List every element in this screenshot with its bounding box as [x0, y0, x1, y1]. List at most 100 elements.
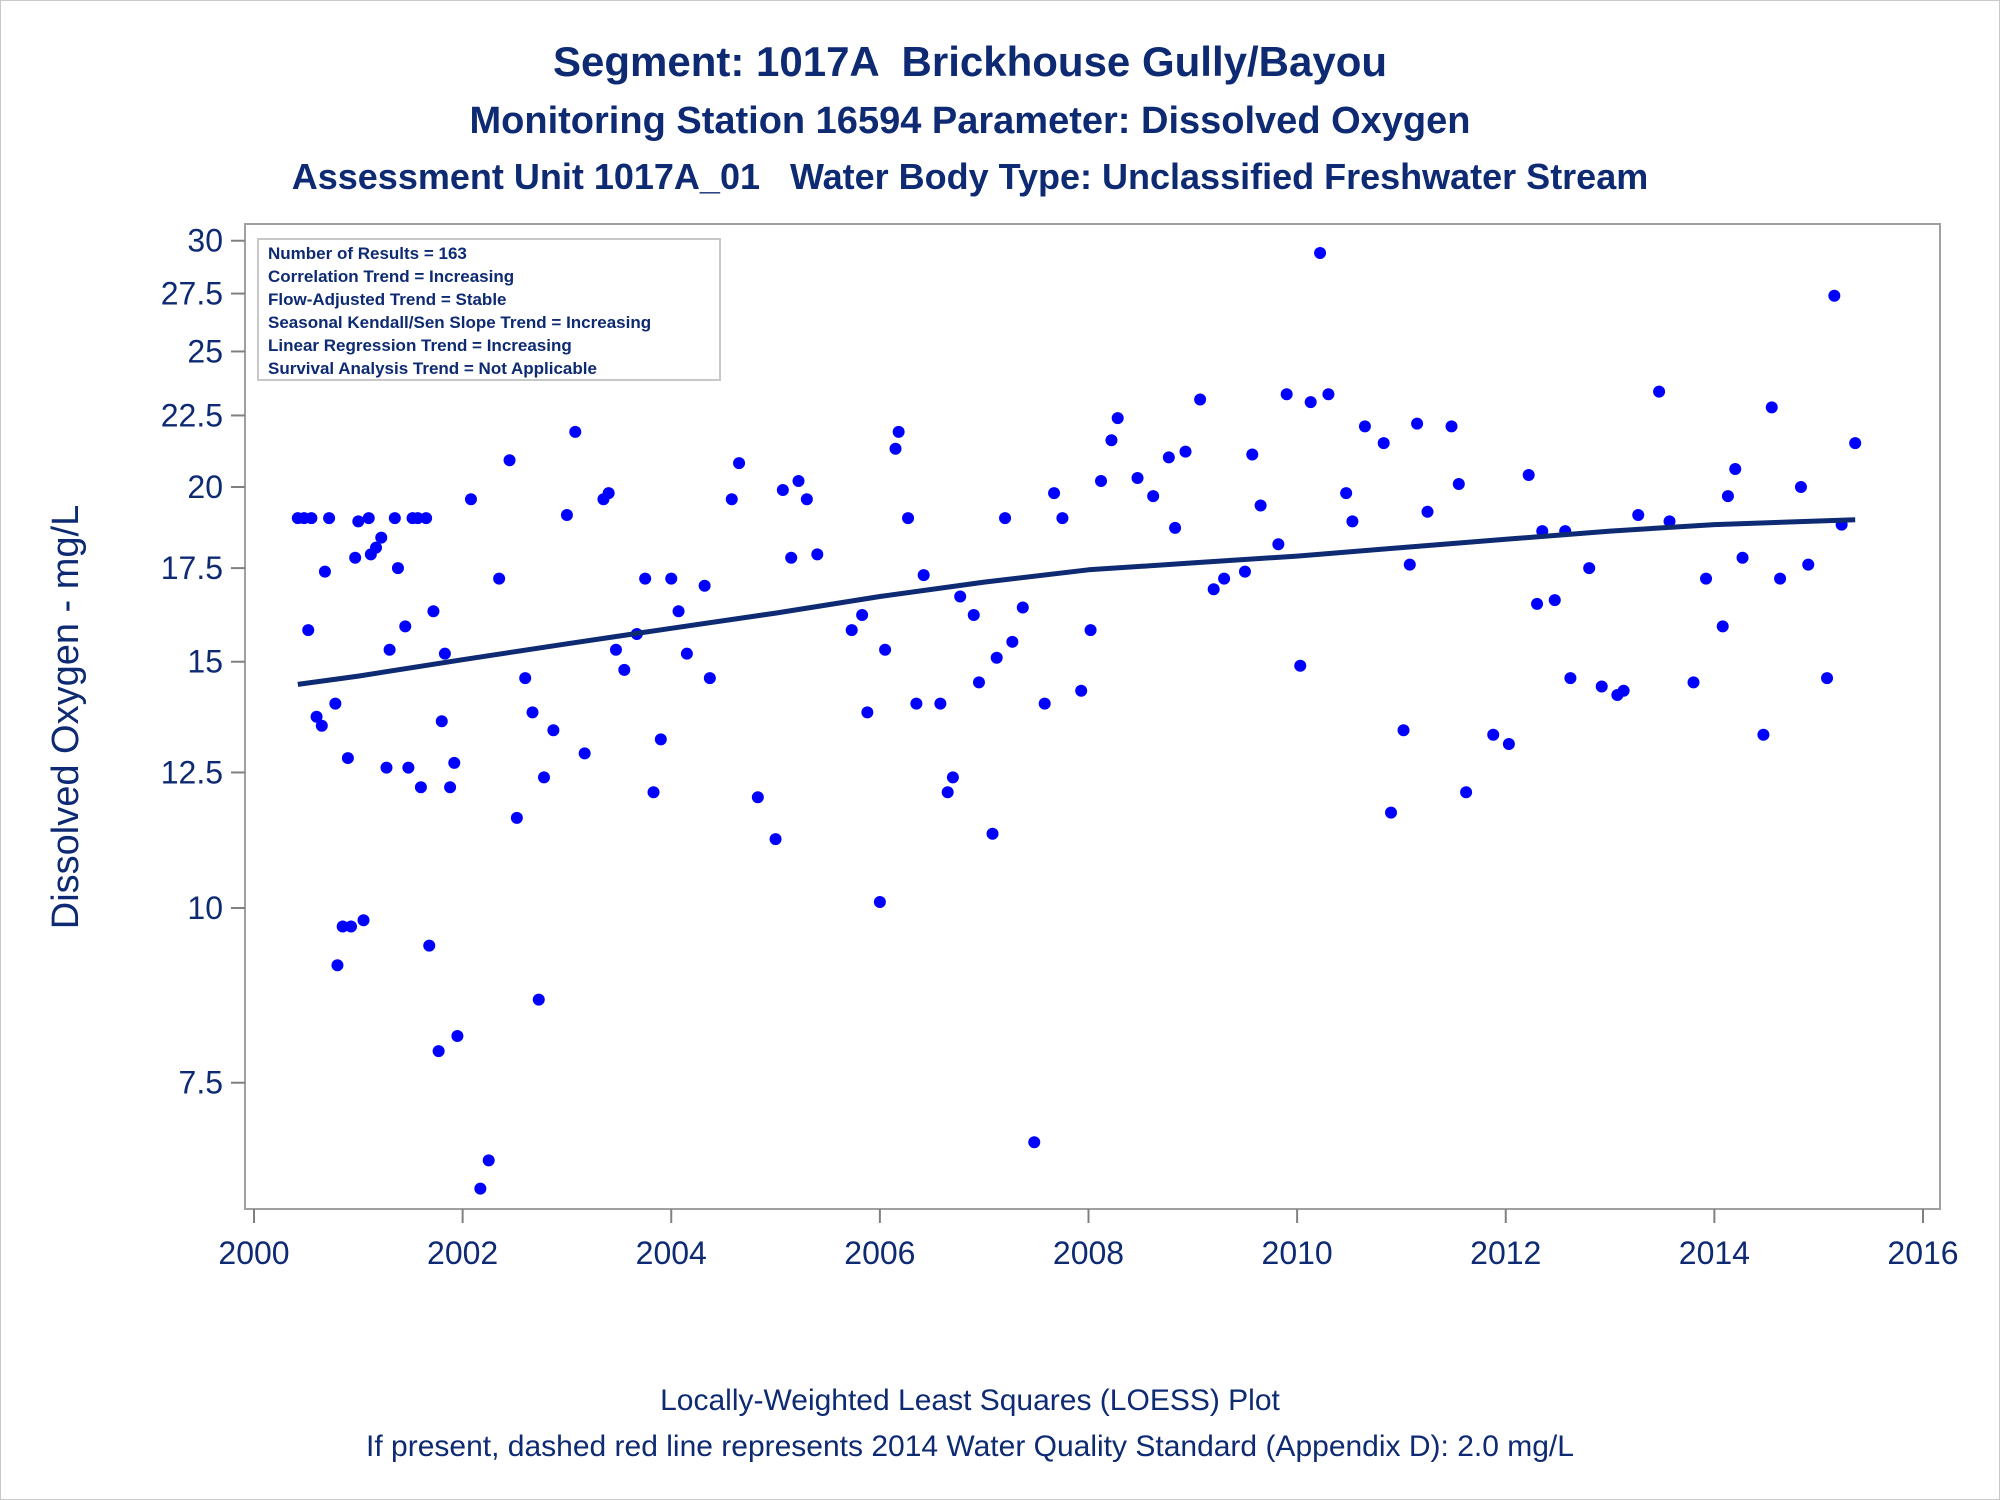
data-point [1632, 508, 1645, 521]
data-point [315, 719, 328, 732]
data-point [1548, 594, 1561, 607]
data-point [305, 512, 318, 525]
chart-title: Segment: 1017A Brickhouse Gully/Bayou [552, 38, 1388, 85]
data-point [639, 572, 652, 585]
data-point [1445, 420, 1458, 433]
data-point [680, 647, 693, 660]
data-point [362, 512, 375, 525]
data-point [1765, 401, 1778, 414]
y-tick-label: 7.5 [179, 1065, 223, 1101]
data-point [856, 608, 869, 621]
data-point [1757, 728, 1770, 741]
data-point [402, 761, 415, 774]
data-point [1397, 724, 1410, 737]
data-point [414, 781, 427, 794]
data-point [792, 474, 805, 487]
data-point [1105, 434, 1118, 447]
data-point [941, 786, 954, 799]
data-point [1377, 437, 1390, 450]
data-point [1056, 512, 1069, 525]
x-tick-label: 2012 [1470, 1235, 1541, 1271]
data-point [986, 827, 999, 840]
data-point [1131, 471, 1144, 484]
data-point [769, 833, 782, 846]
data-point [785, 551, 798, 564]
data-point [1531, 597, 1544, 610]
data-point [1179, 445, 1192, 458]
data-point [751, 791, 764, 804]
data-point [1294, 659, 1307, 672]
data-point [1849, 437, 1862, 450]
data-point [1583, 562, 1596, 575]
y-tick-label: 17.5 [161, 550, 223, 586]
data-point [1006, 635, 1019, 648]
data-point [618, 663, 631, 676]
data-point [519, 672, 532, 685]
data-point [1169, 521, 1182, 534]
data-point [1802, 558, 1815, 571]
data-point [800, 493, 813, 506]
stats-line: Flow-Adjusted Trend = Stable [268, 290, 507, 309]
data-point [526, 706, 539, 719]
data-point [323, 512, 336, 525]
data-point [1314, 247, 1327, 260]
data-point [602, 487, 615, 500]
data-point [609, 643, 622, 656]
data-point [1687, 676, 1700, 689]
y-tick-label: 10 [187, 890, 223, 926]
data-point [811, 548, 824, 561]
data-point [1207, 583, 1220, 596]
footer-note-1: Locally-Weighted Least Squares (LOESS) P… [660, 1384, 1280, 1417]
data-point [1774, 572, 1787, 585]
data-point [879, 643, 892, 656]
data-point [1322, 388, 1335, 401]
x-tick-label: 2002 [427, 1235, 498, 1271]
data-point [1028, 1136, 1041, 1149]
data-point [427, 605, 440, 618]
data-point [1304, 396, 1317, 409]
data-point [934, 697, 947, 710]
data-point [1272, 538, 1285, 551]
data-point [1736, 551, 1749, 564]
data-point [1162, 451, 1175, 464]
data-point [902, 512, 915, 525]
plot-area [244, 223, 1941, 1210]
data-point [1700, 572, 1713, 585]
data-point [665, 572, 678, 585]
data-point [448, 756, 461, 769]
data-point [420, 512, 433, 525]
x-tick-label: 2008 [1053, 1235, 1124, 1271]
data-point [1111, 412, 1124, 425]
data-point [1663, 515, 1676, 528]
data-point [388, 512, 401, 525]
data-point [336, 920, 349, 933]
data-point [1095, 474, 1108, 487]
data-point [1564, 672, 1577, 685]
data-point [432, 1045, 445, 1058]
data-point [375, 531, 388, 544]
stats-line: Survival Analysis Trend = Not Applicable [268, 359, 597, 378]
data-point [560, 508, 573, 521]
x-tick-label: 2000 [218, 1235, 289, 1271]
data-point [954, 590, 967, 603]
data-point [464, 493, 477, 506]
data-point [352, 515, 365, 528]
data-point [917, 569, 930, 582]
data-point [654, 733, 667, 746]
data-point [357, 914, 370, 927]
y-tick-label: 12.5 [161, 754, 223, 790]
data-point [698, 579, 711, 592]
x-tick-label: 2014 [1679, 1235, 1750, 1271]
data-point [399, 620, 412, 633]
data-point [1721, 490, 1734, 503]
data-point [1194, 393, 1207, 406]
data-point [1460, 786, 1473, 799]
stats-line: Number of Results = 163 [268, 244, 467, 263]
stats-line: Seasonal Kendall/Sen Slope Trend = Incre… [268, 313, 651, 332]
data-point [493, 572, 506, 585]
data-point [725, 493, 738, 506]
data-point [776, 484, 789, 497]
axes: 7.5 10 12.5 15 17.5 20 22.5 25 27.5 30 2000 2002 200… [161, 223, 1959, 1271]
data-point [1016, 601, 1029, 614]
data-point [1595, 680, 1608, 693]
